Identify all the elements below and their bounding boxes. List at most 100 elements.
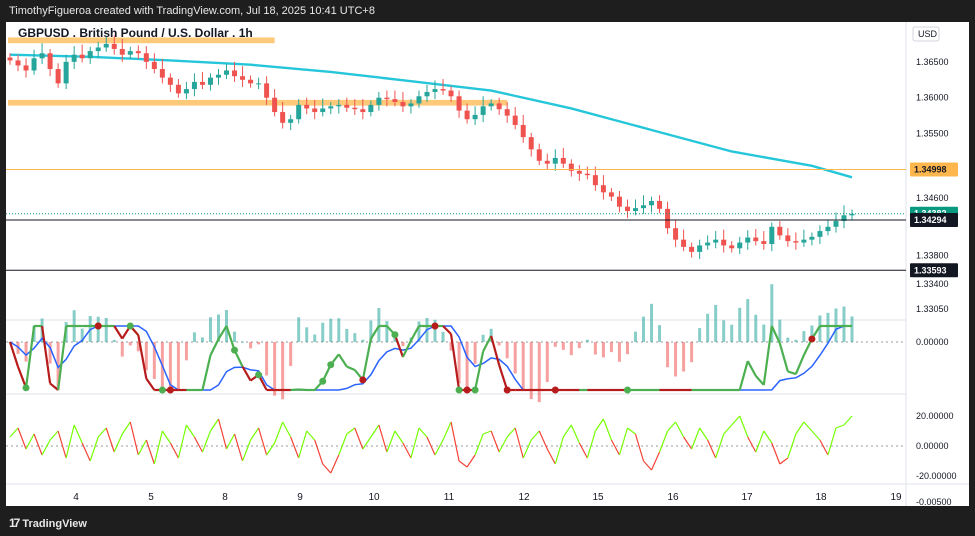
ema-line bbox=[9, 53, 853, 179]
price-line-label-bg bbox=[910, 263, 958, 278]
macd-line-segment bbox=[113, 325, 124, 340]
macd-histogram-bar bbox=[200, 337, 204, 342]
macd-histogram-bar bbox=[273, 342, 277, 396]
candle-body bbox=[416, 96, 422, 104]
macd-histogram-bar bbox=[184, 342, 188, 361]
osc-line-segment bbox=[354, 427, 364, 450]
candle-body bbox=[689, 246, 695, 252]
price-tick-label: 1.36000 bbox=[916, 93, 949, 103]
osc-line-segment bbox=[434, 439, 444, 456]
candle-body bbox=[761, 241, 767, 244]
candle-body bbox=[159, 69, 165, 78]
osc-line-segment bbox=[650, 451, 661, 471]
macd-histogram-bar bbox=[722, 320, 726, 342]
osc-line-segment bbox=[667, 421, 677, 432]
osc-tick-label: -20.00000 bbox=[916, 471, 957, 481]
time-tick-label: 4 bbox=[73, 492, 79, 503]
osc-line-segment bbox=[137, 439, 147, 456]
candle-body bbox=[673, 228, 679, 240]
macd-histogram-bar bbox=[674, 342, 678, 377]
chart-svg[interactable]: GBPUSD . British Pound / U.S. Dollar . 1… bbox=[6, 22, 969, 507]
macd-histogram-bar bbox=[265, 342, 269, 376]
candle-body bbox=[504, 109, 510, 116]
macd-line-segment bbox=[482, 335, 493, 352]
osc-line-segment bbox=[771, 442, 781, 465]
time-tick-label: 9 bbox=[297, 492, 303, 503]
macd-histogram-bar bbox=[593, 342, 597, 355]
candle-body bbox=[592, 175, 598, 186]
candle-body bbox=[143, 53, 149, 62]
osc-line-segment bbox=[546, 448, 556, 465]
osc-line-segment bbox=[787, 433, 797, 459]
macd-line-segment bbox=[145, 377, 156, 391]
macd-histogram-bar bbox=[152, 342, 156, 379]
time-tick-label: 5 bbox=[148, 492, 154, 503]
osc-line-segment bbox=[658, 430, 669, 453]
osc-line-segment bbox=[161, 430, 171, 444]
macd-histogram-bar bbox=[762, 324, 766, 342]
time-tick-label: 17 bbox=[741, 492, 753, 503]
tradingview-logo[interactable]: 17 TradingView bbox=[9, 516, 87, 530]
osc-line-segment bbox=[233, 433, 244, 462]
candle-body bbox=[63, 61, 69, 84]
macd-histogram-bar bbox=[465, 342, 469, 391]
candle-body bbox=[151, 61, 157, 70]
macd-line-segment bbox=[409, 325, 420, 342]
macd-line-segment bbox=[337, 353, 348, 368]
macd-histogram-bar bbox=[313, 334, 317, 342]
candle-body bbox=[584, 173, 590, 176]
candle-body bbox=[256, 83, 262, 85]
macd-histogram-bar bbox=[176, 342, 180, 391]
macd-histogram-bar bbox=[818, 315, 822, 342]
macd-histogram-bar bbox=[561, 342, 565, 350]
osc-line-segment bbox=[330, 454, 340, 474]
osc-line-segment bbox=[562, 424, 572, 438]
macd-histogram-bar bbox=[208, 317, 212, 342]
macd-histogram-bar bbox=[690, 342, 694, 363]
macd-line-segment bbox=[201, 354, 212, 391]
candle-body bbox=[288, 119, 294, 123]
candle-body bbox=[560, 157, 566, 164]
price-tick-label: 1.36500 bbox=[916, 57, 949, 67]
macd-histogram-bar bbox=[329, 318, 333, 342]
osc-line-segment bbox=[450, 421, 460, 462]
osc-line-segment bbox=[458, 460, 468, 468]
candle-body bbox=[376, 97, 382, 105]
candle-body bbox=[785, 235, 791, 242]
osc-line-segment bbox=[57, 430, 67, 459]
osc-line-segment bbox=[835, 424, 845, 429]
macd-line-segment bbox=[794, 354, 805, 375]
osc-line-segment bbox=[747, 436, 757, 453]
macd-histogram-bar bbox=[345, 328, 349, 342]
osc-line-segment bbox=[362, 436, 372, 450]
osc-line-segment bbox=[65, 424, 75, 459]
osc-line-segment bbox=[113, 433, 123, 453]
macd-histogram-bar bbox=[353, 333, 357, 342]
macd-histogram-bar bbox=[337, 318, 341, 342]
osc-line-segment bbox=[33, 433, 43, 456]
candle-body bbox=[632, 208, 638, 212]
macd-line-segment bbox=[787, 370, 797, 376]
candle-body bbox=[296, 104, 302, 120]
candle-body bbox=[103, 43, 109, 48]
macd-histogram-bar bbox=[104, 317, 108, 342]
price-line-label-bg bbox=[910, 162, 958, 177]
osc-line-segment bbox=[266, 442, 276, 456]
osc-line-segment bbox=[129, 421, 139, 456]
macd-histogram-bar bbox=[706, 313, 710, 342]
osc-line-segment bbox=[699, 427, 709, 441]
osc-line-segment bbox=[121, 421, 131, 435]
osc-line-segment bbox=[81, 442, 91, 462]
osc-line-segment bbox=[715, 433, 725, 459]
price-line-label-bg bbox=[910, 213, 958, 228]
macd-histogram-bar bbox=[481, 334, 485, 342]
osc-line-segment bbox=[418, 427, 428, 438]
macd-signal-line bbox=[9, 325, 852, 391]
macd-cross-marker-red bbox=[808, 335, 816, 343]
macd-line-segment bbox=[393, 334, 404, 358]
macd-line-segment bbox=[290, 388, 299, 392]
macd-cross-marker-green bbox=[327, 361, 335, 369]
macd-histogram-bar bbox=[144, 342, 148, 371]
macd-line-segment bbox=[24, 325, 36, 388]
footer: 17 TradingView bbox=[0, 508, 975, 536]
